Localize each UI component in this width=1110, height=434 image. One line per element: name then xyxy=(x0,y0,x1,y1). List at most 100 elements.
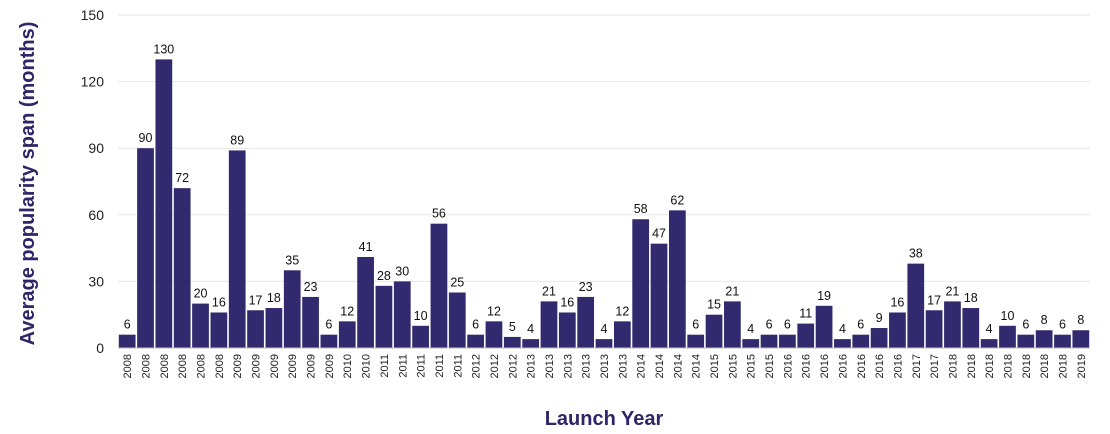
data-label: 130 xyxy=(153,42,174,56)
x-tick-label: 2009 xyxy=(287,354,299,378)
data-label: 16 xyxy=(560,295,574,309)
data-label: 6 xyxy=(1022,318,1029,332)
data-label: 6 xyxy=(857,318,864,332)
bar xyxy=(485,321,503,348)
data-label: 6 xyxy=(692,318,699,332)
bar xyxy=(118,334,136,348)
bar xyxy=(760,334,778,348)
data-label: 18 xyxy=(964,291,978,305)
data-label: 90 xyxy=(139,131,153,145)
y-tick-label: 30 xyxy=(88,273,104,289)
bar xyxy=(338,321,356,348)
x-tick-label: 2016 xyxy=(819,354,831,378)
data-label: 19 xyxy=(817,289,831,303)
x-tick-label: 2017 xyxy=(929,354,941,378)
data-label: 17 xyxy=(927,293,941,307)
x-tick-label: 2013 xyxy=(599,354,611,378)
bars xyxy=(118,59,1090,349)
bar xyxy=(650,243,668,348)
x-tick-label: 2015 xyxy=(764,354,776,378)
data-label: 28 xyxy=(377,269,391,283)
bar xyxy=(668,210,686,348)
y-tick-label: 60 xyxy=(88,207,104,223)
bar xyxy=(742,339,760,348)
x-tick-label: 2012 xyxy=(507,354,519,378)
x-tick-label: 2011 xyxy=(434,354,446,378)
bar xyxy=(980,339,998,348)
bar xyxy=(1072,330,1090,348)
bar xyxy=(357,256,374,348)
x-tick-label: 2011 xyxy=(416,354,428,378)
bar xyxy=(192,303,209,348)
x-tick-label: 2011 xyxy=(379,354,391,378)
bar xyxy=(925,310,943,348)
data-label: 23 xyxy=(579,280,593,294)
bar xyxy=(283,270,301,348)
bar xyxy=(724,301,741,348)
x-tick-label: 2012 xyxy=(471,354,483,378)
bar xyxy=(228,150,246,348)
data-label: 6 xyxy=(784,318,791,332)
x-tick-label: 2015 xyxy=(727,354,739,378)
bar xyxy=(815,305,833,348)
data-label: 8 xyxy=(1077,313,1084,327)
data-label: 6 xyxy=(1059,318,1066,332)
bar xyxy=(375,285,393,348)
x-tick-label: 2010 xyxy=(361,354,373,378)
bar xyxy=(595,339,613,348)
data-label: 72 xyxy=(175,171,189,185)
bar xyxy=(467,334,484,348)
x-tick-label: 2009 xyxy=(306,354,318,378)
x-tick-label: 2015 xyxy=(746,354,758,378)
data-label: 5 xyxy=(509,320,516,334)
x-tick-label: 2009 xyxy=(232,354,244,378)
x-tick-label: 2010 xyxy=(342,354,354,378)
y-tick-label: 0 xyxy=(96,340,104,356)
bar xyxy=(797,323,815,348)
x-tick-label: 2017 xyxy=(911,354,923,378)
bar xyxy=(265,308,283,348)
x-tick-label: 2008 xyxy=(141,354,153,378)
x-tick-label: 2016 xyxy=(892,354,904,378)
x-tick-label: 2016 xyxy=(782,354,794,378)
bar xyxy=(1017,334,1035,348)
x-tick-label: 2018 xyxy=(1039,354,1051,378)
data-label: 6 xyxy=(472,318,479,332)
data-label: 47 xyxy=(652,227,666,241)
data-label: 4 xyxy=(601,322,608,336)
bar xyxy=(962,308,980,348)
x-tick-label: 2013 xyxy=(544,354,556,378)
data-label: 10 xyxy=(414,309,428,323)
x-tick-label: 2013 xyxy=(617,354,629,378)
bar xyxy=(320,334,338,348)
x-tick-label: 2015 xyxy=(709,354,721,378)
bar xyxy=(834,339,851,348)
bar xyxy=(430,223,448,348)
data-label: 6 xyxy=(325,318,332,332)
x-axis-title: Launch Year xyxy=(545,408,664,430)
bar xyxy=(1035,330,1053,348)
data-label: 62 xyxy=(670,193,684,207)
y-axis-title: Average popularity span (months) xyxy=(17,22,39,346)
x-tick-label: 2016 xyxy=(801,354,813,378)
data-label: 58 xyxy=(634,202,648,216)
x-tick-label: 2008 xyxy=(177,354,189,378)
x-tick-label: 2016 xyxy=(856,354,868,378)
x-tick-label: 2013 xyxy=(526,354,538,378)
data-label: 11 xyxy=(799,307,812,321)
x-tick-label: 2009 xyxy=(251,354,263,378)
bar xyxy=(173,188,191,348)
x-tick-label: 2018 xyxy=(1057,354,1069,378)
bar xyxy=(522,339,540,348)
bar xyxy=(632,219,650,348)
bar xyxy=(540,301,558,348)
data-label: 25 xyxy=(450,276,464,290)
bar xyxy=(944,301,961,348)
data-label: 16 xyxy=(890,295,904,309)
x-tick-label: 2016 xyxy=(837,354,849,378)
data-label: 56 xyxy=(432,207,446,221)
x-tick-label: 2016 xyxy=(874,354,886,378)
x-tick-label: 2014 xyxy=(654,354,666,378)
